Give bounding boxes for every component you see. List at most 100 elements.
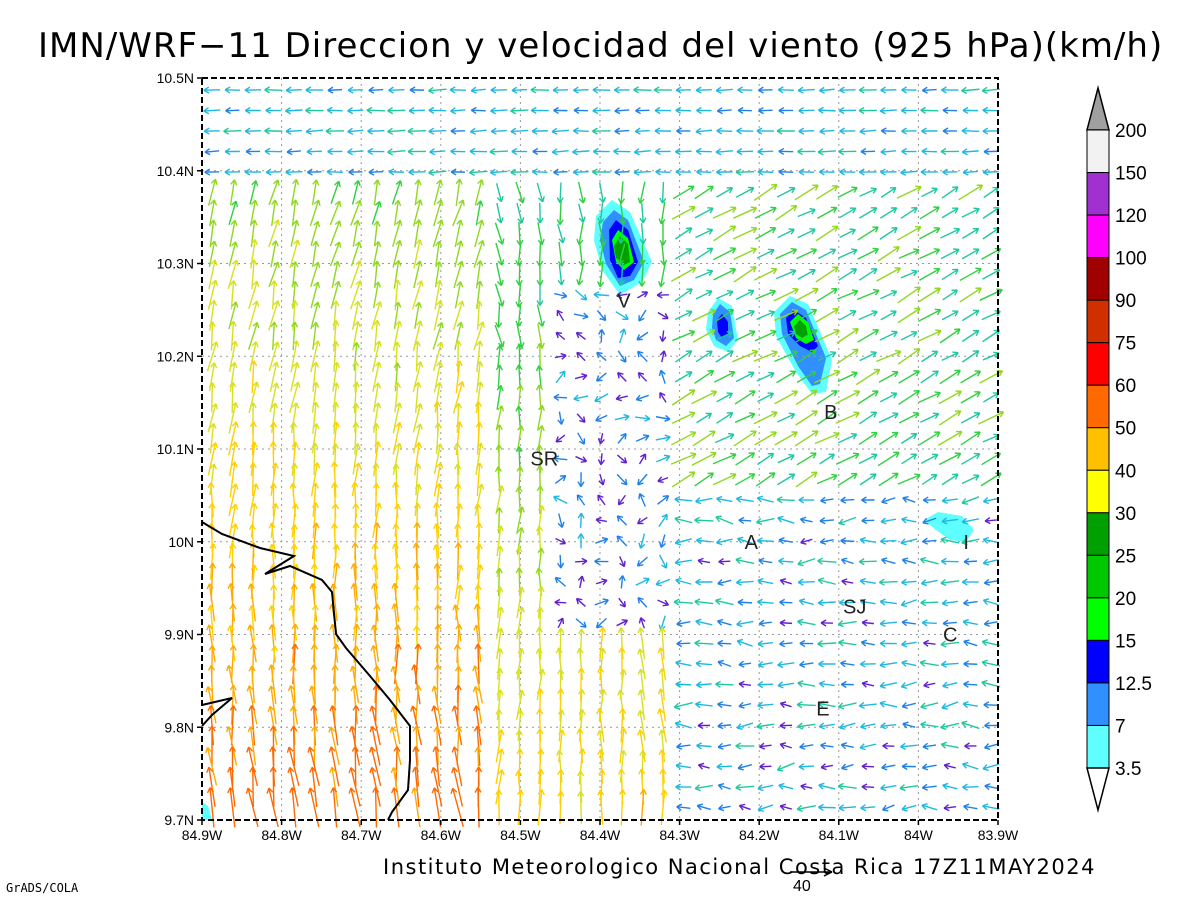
wind-arrow [597,202,605,224]
wind-arrow [228,503,239,537]
wind-arrow [332,320,340,352]
wind-arrow [371,340,382,373]
wind-arrow [963,558,977,566]
wind-arrow [268,522,277,559]
wind-arrow [960,431,981,446]
wind-arrow [696,412,713,424]
wind-arrow [496,545,504,578]
wind-arrow [616,473,628,486]
wind-arrow [373,220,381,247]
legend-level-label: 120 [1115,206,1147,227]
wind-arrow [860,147,876,156]
wind-arrow [859,598,876,606]
wind-arrow [555,537,567,545]
wind-arrow [510,107,529,115]
wind-arrow [819,168,835,176]
wind-arrow [265,168,281,176]
wind-arrow [715,86,733,94]
wind-arrow [984,517,997,525]
wind-arrow [306,148,323,156]
wind-arrow [817,557,837,565]
wind-arrow [920,453,939,465]
wind-arrow [350,563,358,601]
wind-arrow [614,168,630,176]
wind-arrow [387,148,406,156]
wind-arrow [815,225,839,242]
wind-arrow [841,557,854,565]
legend-labels: 200 150 120 100 90 75 60 50 40 30 25 20 15 12.5 7 3.5 [1115,121,1152,780]
wind-arrow [962,227,980,240]
wind-arrow [960,370,981,384]
wind-arrow [596,242,605,266]
wind-arrow [330,461,339,498]
wind-arrow [433,502,441,539]
wind-arrow [635,414,651,422]
wind-arrow [595,536,609,544]
wind-arrow [716,412,734,424]
wind-arrow [228,340,239,372]
wind-arrow [392,463,400,496]
wind-arrow [880,537,897,545]
wind-arrow [433,179,444,206]
wind-arrow [229,320,237,351]
wind-arrow [637,627,646,660]
wind-arrow [537,586,545,619]
wind-arrow [352,341,360,371]
wind-arrow [939,452,962,466]
wind-arrow [695,289,713,300]
wind-arrow [919,227,941,240]
wind-arrow [777,412,796,423]
wind-arrow [414,442,423,476]
wind-arrow [613,147,631,156]
wind-arrow [311,423,320,454]
wind-arrow [776,186,796,198]
wind-arrow [694,185,714,200]
wind-arrow [694,472,714,487]
wind-arrow [270,462,279,496]
wind-arrow [329,220,342,247]
wind-arrow [470,106,486,114]
wind-arrow [737,106,752,115]
wind-arrow [859,473,877,486]
wind-arrow [880,127,896,135]
wind-arrow [536,202,544,224]
wind-arrow [495,567,503,596]
wind-arrow [311,179,320,206]
wind-arrow [350,241,362,267]
wind-arrow [555,434,566,443]
wind-arrow [392,239,403,268]
wind-arrow [817,640,837,648]
wind-arrow [919,267,941,281]
wind-arrow [938,390,962,405]
wind-arrow [229,645,237,683]
wind-arrow [209,543,217,580]
wind-arrow [229,280,237,310]
wind-arrow [735,556,755,565]
wind-arrow [982,536,999,544]
wind-arrow [552,86,568,94]
wind-arrow [373,260,381,289]
wind-arrow [982,598,999,606]
wind-arrow [311,522,320,560]
wind-arrow [247,583,256,622]
wind-arrow [203,86,221,94]
wind-arrow [207,403,219,433]
wind-arrow [795,410,818,426]
wind-arrow [714,432,735,444]
wind-arrow [921,473,938,486]
wind-arrow [754,329,777,342]
wind-arrow [756,371,775,382]
wind-arrow [670,452,697,465]
wind-arrow [310,462,321,497]
wind-arrow [351,179,361,205]
wind-arrow [657,599,670,607]
wind-arrow [412,403,423,433]
wind-arrow [756,248,775,259]
wind-arrow [858,207,878,219]
wind-arrow [839,168,856,176]
wind-arrow [734,330,756,342]
wind-arrow [696,106,712,115]
wind-arrow [271,199,279,227]
wind-arrow [450,147,466,156]
wind-arrow [900,538,918,546]
